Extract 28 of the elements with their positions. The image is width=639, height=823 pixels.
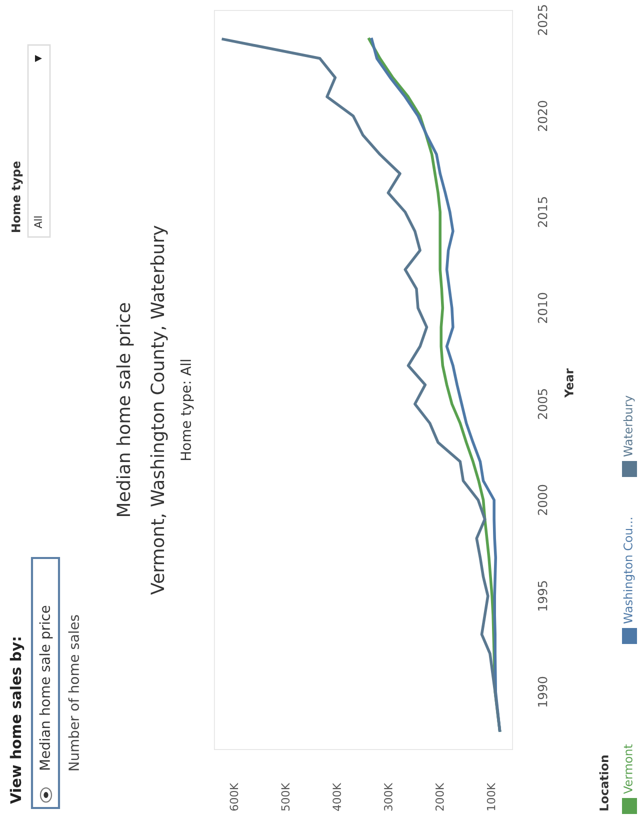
y-tick-label: 2000 <box>538 484 548 515</box>
text: Washington Cou... <box>623 518 635 624</box>
x-tick-label: 300K <box>384 782 392 811</box>
text: Home type <box>12 161 23 232</box>
x-tick-label: 200K <box>435 782 444 811</box>
text: Number of home sales <box>68 615 80 770</box>
y-tick-label: 2015 <box>538 197 548 227</box>
x-tick-label: 100K <box>486 782 496 810</box>
x-tick-label: 600K <box>230 782 238 811</box>
text: Vermont, Washington County, Waterbury <box>150 226 168 595</box>
text: All <box>34 216 42 228</box>
x-tick-label: 500K <box>281 782 290 811</box>
text: Waterbury <box>623 396 635 457</box>
text: Vermont <box>624 744 632 794</box>
text: View home sales by: <box>10 638 24 804</box>
text: Median home sale price <box>39 606 53 770</box>
text: Median home sale price <box>116 303 134 516</box>
y-tick-label: 2010 <box>538 292 548 323</box>
y-tick-label: 1995 <box>538 581 548 611</box>
y-axis-title: Year <box>564 368 574 398</box>
line-series <box>222 38 502 732</box>
text: Home type: All <box>180 360 194 460</box>
y-tick-label: 2005 <box>538 389 548 419</box>
y-tick-label: 2020 <box>538 100 548 131</box>
y-tick-label: 1990 <box>538 676 548 707</box>
legend-title: Location <box>599 756 608 810</box>
y-tick-label: 2025 <box>538 5 548 35</box>
x-tick-label: 400K <box>332 782 342 811</box>
